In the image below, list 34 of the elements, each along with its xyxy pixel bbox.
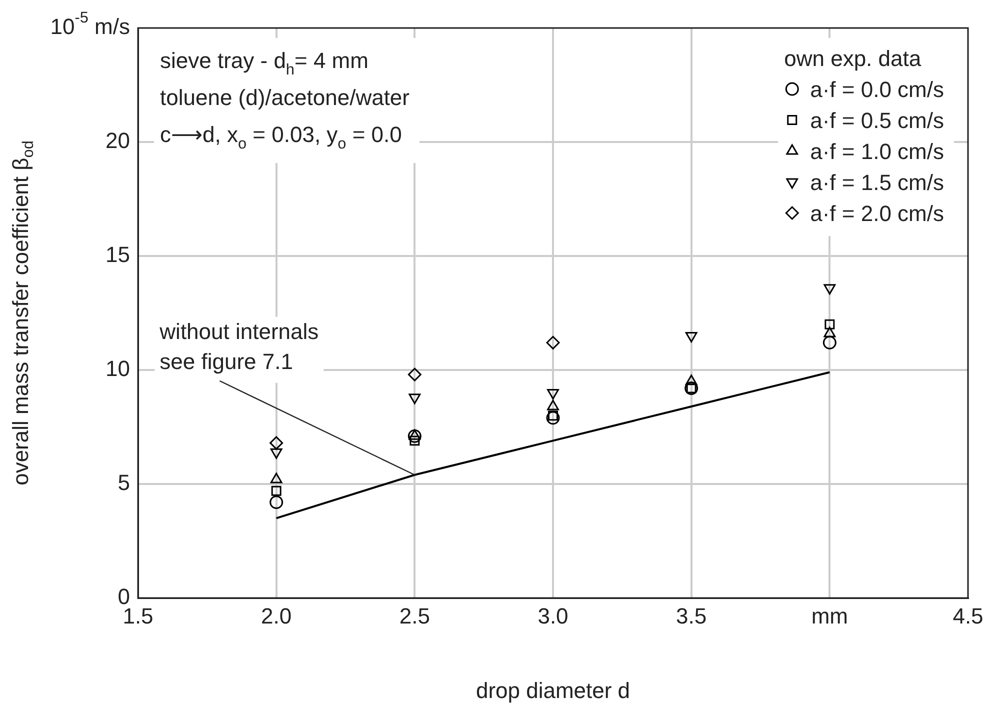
legend-label: a·f = 1.5 cm/s — [810, 170, 944, 195]
annotation: without internals see figure 7.1 — [158, 318, 319, 374]
point — [270, 472, 282, 484]
point — [408, 429, 421, 440]
point — [685, 374, 698, 386]
point — [271, 486, 282, 496]
point — [408, 429, 422, 443]
legend-label: a·f = 1.0 cm/s — [810, 139, 944, 164]
point — [824, 326, 836, 338]
x-tick-label: 2.5 — [399, 603, 430, 628]
y-tick-label: 5 — [118, 470, 130, 496]
point — [546, 336, 560, 350]
y-tick-label: 15 — [106, 242, 130, 268]
legend-label: a·f = 2.0 cm/s — [810, 201, 944, 226]
x-axis-title: drop diameter d — [476, 678, 630, 703]
point — [270, 436, 284, 450]
y-tick-label: 20 — [106, 128, 130, 154]
legend-title: own exp. data — [784, 46, 922, 71]
point — [546, 411, 560, 425]
x-tick-label: 2.0 — [261, 603, 292, 628]
point — [270, 495, 284, 509]
point — [824, 319, 835, 330]
y-tick-label: 10 — [106, 356, 130, 382]
annotation: toluene (d)/acetone/water — [160, 85, 410, 110]
x-tick-label: mm — [811, 603, 848, 628]
legend-label: a·f = 0.5 cm/s — [810, 108, 944, 133]
x-tick-label: 3.0 — [538, 603, 568, 628]
x-tick-label: 3.5 — [676, 603, 707, 628]
x-tick-label: 4.5 — [952, 603, 984, 628]
legend-label: a·f = 0.0 cm/s — [810, 77, 944, 102]
point — [822, 336, 836, 350]
point — [547, 400, 559, 410]
point — [408, 368, 422, 382]
y-axis-title: overall mass transfer coefficient βod — [8, 140, 37, 486]
